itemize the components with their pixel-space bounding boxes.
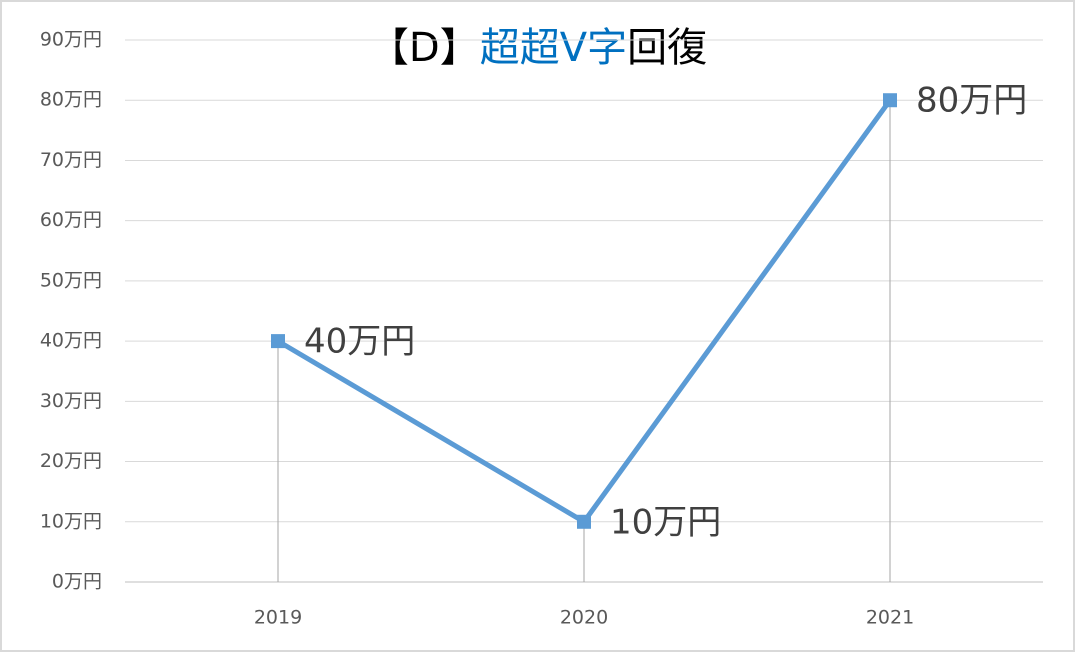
title-part: 【D】 bbox=[369, 25, 480, 71]
marker bbox=[577, 514, 591, 529]
title-part: 回復 bbox=[627, 25, 707, 71]
y-tick-label: 90万円 bbox=[40, 29, 102, 51]
title-part: 超超V字 bbox=[480, 25, 627, 71]
data-label: 40万円 bbox=[304, 322, 415, 362]
y-tick-label: 70万円 bbox=[40, 149, 102, 171]
x-tick-label: 2021 bbox=[866, 607, 914, 629]
y-tick-label: 80万円 bbox=[40, 89, 102, 111]
data-label: 80万円 bbox=[916, 81, 1027, 121]
marker bbox=[271, 334, 285, 349]
y-tick-label: 60万円 bbox=[40, 209, 102, 231]
data-label: 10万円 bbox=[610, 502, 721, 542]
y-tick-label: 50万円 bbox=[40, 269, 102, 291]
y-tick-label: 30万円 bbox=[40, 390, 102, 412]
x-tick-label: 2020 bbox=[560, 607, 608, 629]
marker bbox=[883, 93, 897, 108]
y-tick-label: 40万円 bbox=[40, 330, 102, 352]
y-tick-label: 20万円 bbox=[40, 450, 102, 472]
chart-title: 【D】超超V字回復 bbox=[369, 25, 707, 71]
y-tick-label: 10万円 bbox=[40, 510, 102, 532]
y-tick-label: 0万円 bbox=[52, 571, 102, 593]
x-tick-label: 2019 bbox=[254, 607, 302, 629]
